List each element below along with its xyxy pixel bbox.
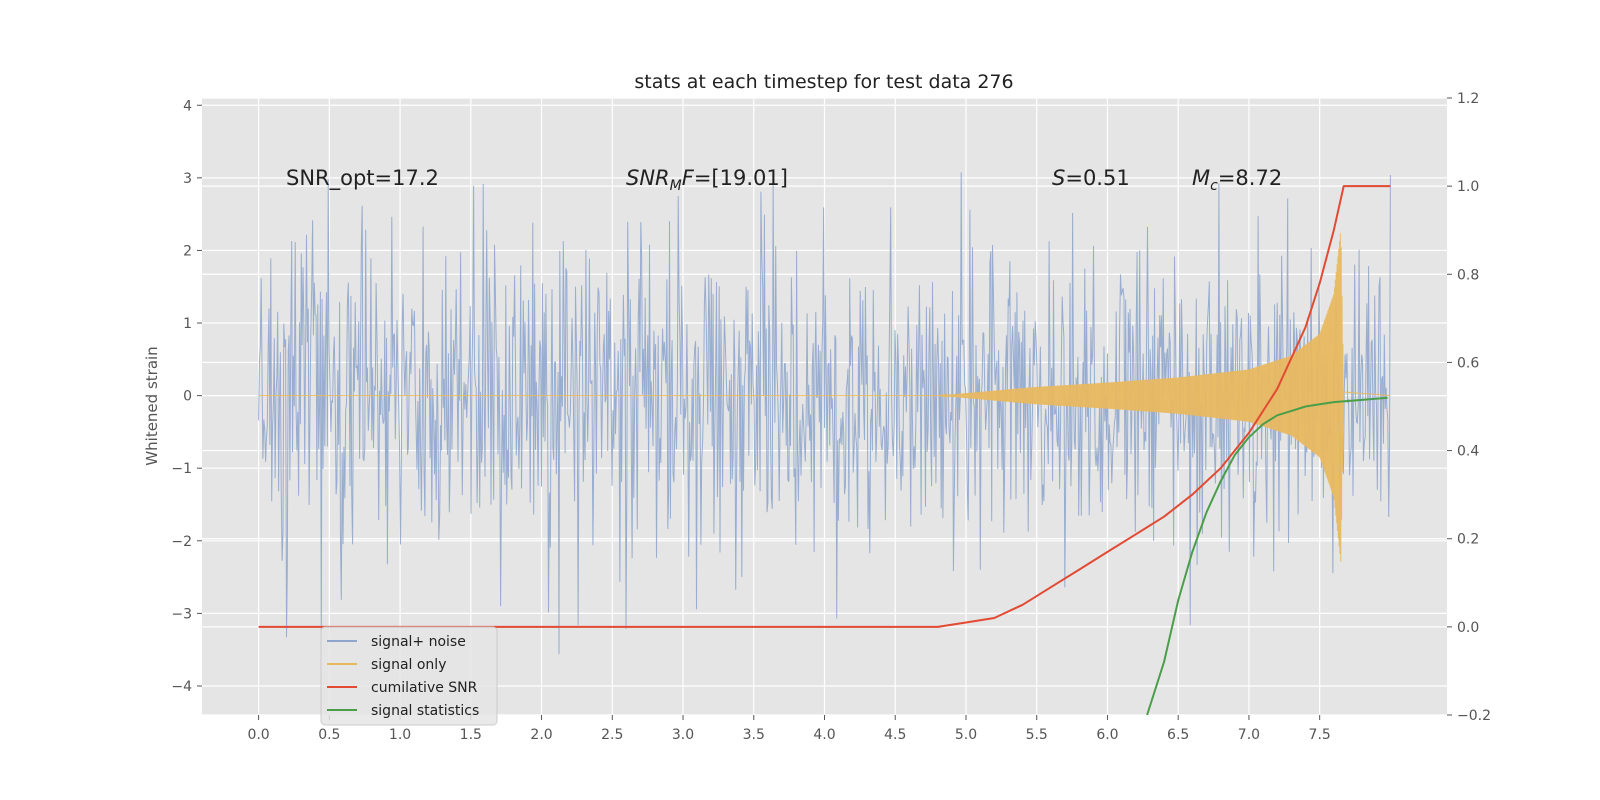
x-tick-label: 6.0 (1096, 727, 1118, 743)
x-tick-label: 0.0 (247, 727, 269, 743)
series-signal-only (258, 233, 1391, 562)
x-tick-label: 3.0 (672, 727, 694, 743)
legend-box (320, 626, 498, 726)
y-left-tick-label: −4 (171, 679, 192, 695)
legend-label-signal-only: signal only (371, 657, 446, 673)
svg-text:SNRMF=[19.01]: SNRMF=[19.01] (626, 166, 788, 194)
x-tick-label: 4.0 (813, 727, 835, 743)
legend-label-signal-statistics: signal statistics (371, 703, 479, 719)
y-right-tick-label: 1.0 (1457, 179, 1479, 195)
y-left-tick-label: −3 (171, 606, 192, 622)
series-cumulative-snr (258, 185, 1391, 628)
y-right-tick-label: 0.0 (1457, 620, 1479, 636)
x-tick-label: 4.5 (884, 727, 906, 743)
line-series (258, 185, 1391, 716)
legend-label-signal-noise: signal+ noise (371, 634, 466, 650)
axes: 0.0 0.5 1.0 1.5 2.0 2.5 3.0 3.5 4.0 4.5 5.0 5.5 6.0 6… (171, 91, 1491, 743)
series-signal-noise (258, 172, 1391, 655)
svg-text:S=0.51: S=0.51 (1052, 166, 1130, 190)
chirp-series (258, 233, 1391, 562)
noise-series (258, 172, 1391, 655)
x-tick-label: 5.5 (1026, 727, 1048, 743)
y-left-tick-label: −2 (171, 534, 192, 550)
y-right-tick-label: −0.2 (1457, 708, 1491, 724)
x-tick-label: 7.0 (1238, 727, 1260, 743)
annotation-snr-opt: SNR_opt=17.2 (286, 166, 439, 191)
y-right-tick-label: 0.6 (1457, 355, 1479, 371)
y-right-tick-label: 0.8 (1457, 267, 1479, 283)
x-tick-label: 7.5 (1309, 727, 1331, 743)
x-tick-label: 1.0 (389, 727, 411, 743)
y-axis-label: Whitened strain (143, 346, 161, 465)
y-left-tick-label: 2 (183, 243, 192, 259)
y-left-tick-label: 4 (183, 98, 192, 114)
y-right-tick-label: 0.2 (1457, 532, 1479, 548)
chart-title: stats at each timestep for test data 276 (634, 71, 1013, 93)
x-tick-label: 2.0 (530, 727, 552, 743)
x-tick-label: 1.5 (460, 727, 482, 743)
annotation-s-value: S=0.51 (1052, 166, 1130, 190)
annotation-mc-value: Mc=8.72 (1192, 166, 1282, 194)
y-right-tick-label: 0.4 (1457, 444, 1479, 460)
x-tick-label: 0.5 (318, 727, 340, 743)
svg-text:Mc=8.72: Mc=8.72 (1192, 166, 1282, 194)
y-left-tick-label: 3 (183, 171, 192, 187)
y-left-tick-label: 1 (183, 316, 192, 332)
x-tick-label: 6.5 (1167, 727, 1189, 743)
x-tick-label: 2.5 (601, 727, 623, 743)
x-tick-label: 3.5 (743, 727, 765, 743)
annotation-snr-mf: SNRMF=[19.01] (626, 166, 788, 194)
x-tick-label: 5.0 (955, 727, 977, 743)
series-signal-statistics (1146, 396, 1388, 716)
legend-label-cumulative-snr: cumilative SNR (371, 680, 478, 696)
y-left-tick-label: −1 (171, 461, 192, 477)
legend: signal+ noise signal only cumilative SNR… (320, 626, 498, 726)
y-left-tick-label: 0 (183, 389, 192, 405)
y-right-tick-label: 1.2 (1457, 91, 1479, 107)
